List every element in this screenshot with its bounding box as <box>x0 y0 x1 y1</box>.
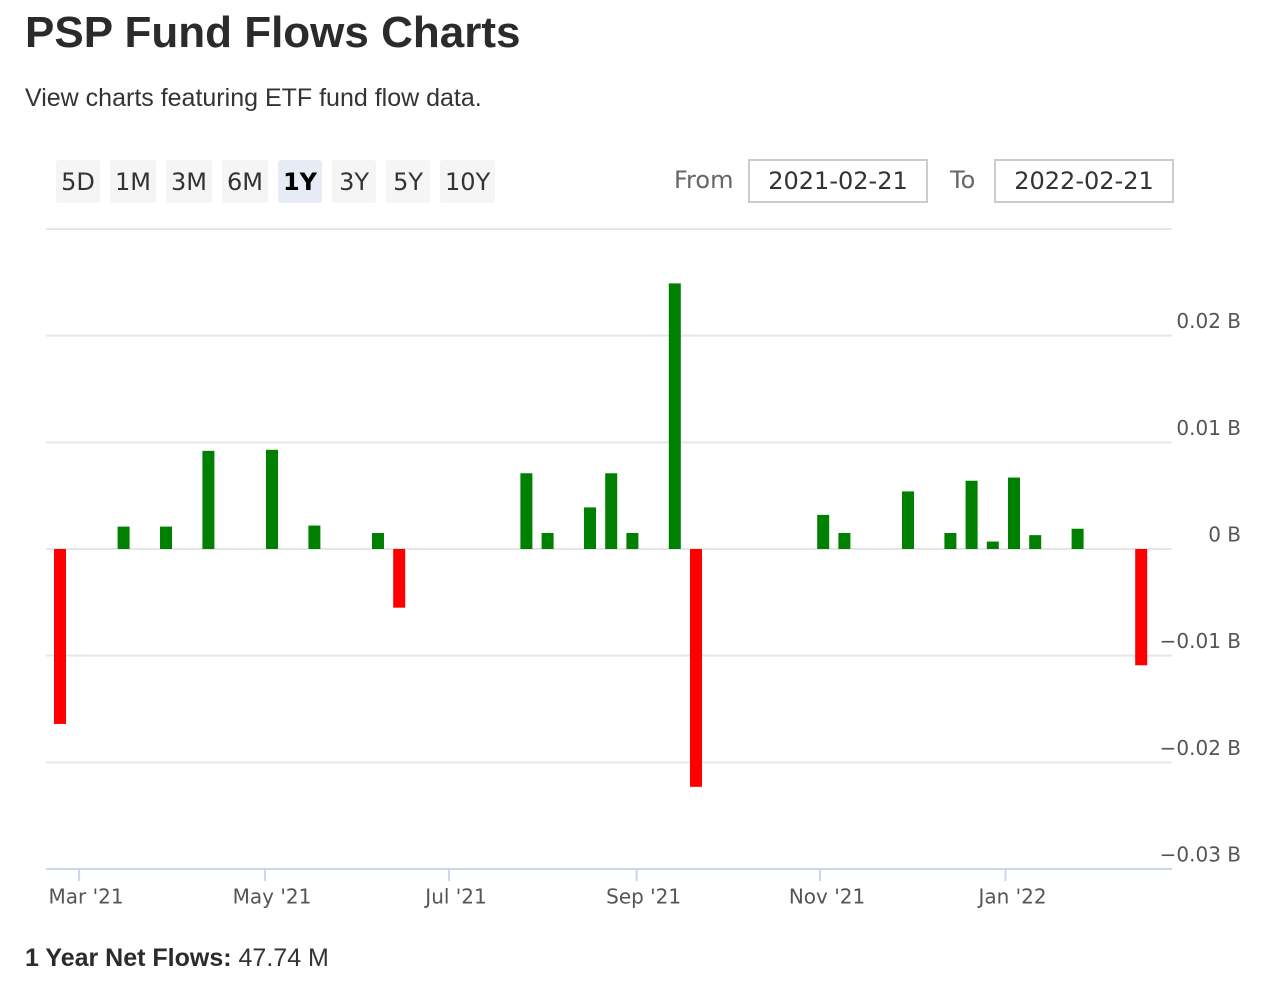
to-input[interactable]: 2022-02-21 <box>994 159 1174 203</box>
bar <box>393 549 406 608</box>
bar <box>1135 549 1148 666</box>
bar <box>690 549 702 787</box>
x-tick-label: Mar '21 <box>49 885 124 909</box>
range-button[interactable]: 1Y <box>277 160 323 203</box>
range-button[interactable]: 5D <box>56 160 100 203</box>
from-label: From <box>674 166 734 194</box>
range-button[interactable]: 1M <box>110 160 156 203</box>
range-button[interactable]: 5Y <box>386 160 431 203</box>
net-flows: 1 Year Net Flows: 47.74 M <box>25 944 329 973</box>
bar <box>902 491 914 549</box>
y-tick-label: −0.02 B <box>1160 736 1241 760</box>
x-tick-label: May '21 <box>233 885 312 909</box>
bar <box>54 549 66 724</box>
bar <box>584 507 596 549</box>
x-tick-label: Jan '22 <box>976 885 1046 909</box>
bar <box>308 525 321 549</box>
net-flows-label: 1 Year Net Flows: <box>25 944 232 972</box>
bar <box>117 526 130 549</box>
bar <box>668 283 681 549</box>
bar <box>986 541 999 549</box>
range-button[interactable]: 10Y <box>440 160 496 203</box>
bar <box>541 533 554 549</box>
y-tick-label: 0 B <box>1208 523 1241 547</box>
x-tick-label: Jul '21 <box>423 885 486 909</box>
y-tick-label: 0.02 B <box>1176 309 1241 333</box>
y-tick-label: −0.01 B <box>1160 629 1241 653</box>
page-title: PSP Fund Flows Charts <box>25 8 521 57</box>
range-buttons: 5D 1M 3M 6M 1Y 3Y 5Y 10Y <box>56 160 496 203</box>
bar <box>160 526 172 549</box>
y-tick-label: 0.01 B <box>1176 416 1241 440</box>
bar <box>520 473 533 549</box>
net-flows-value: 47.74 M <box>238 944 329 972</box>
from-input[interactable]: 2021-02-21 <box>748 159 928 203</box>
x-tick-label: Sep '21 <box>606 885 681 909</box>
bar <box>944 533 957 549</box>
range-button[interactable]: 3Y <box>332 160 377 203</box>
bar <box>965 480 978 549</box>
y-tick-label: −0.03 B <box>1160 843 1241 867</box>
bar <box>1071 528 1084 549</box>
page-subtitle: View charts featuring ETF fund flow data… <box>25 84 482 112</box>
bar <box>266 449 278 549</box>
bar <box>1008 477 1020 549</box>
bar <box>626 533 639 549</box>
bar <box>605 473 618 549</box>
range-button[interactable]: 6M <box>221 160 268 203</box>
to-label: To <box>950 166 976 194</box>
x-tick-label: Nov '21 <box>789 885 865 909</box>
bar <box>372 533 384 549</box>
bar <box>838 533 851 549</box>
bar <box>202 450 215 549</box>
range-button[interactable]: 3M <box>165 160 212 203</box>
chart: −0.03 B −0.02 B −0.01 B 0 B 0.01 B 0.02 B Mar … <box>46 228 1241 909</box>
bar <box>817 514 830 549</box>
bar <box>1029 535 1042 549</box>
